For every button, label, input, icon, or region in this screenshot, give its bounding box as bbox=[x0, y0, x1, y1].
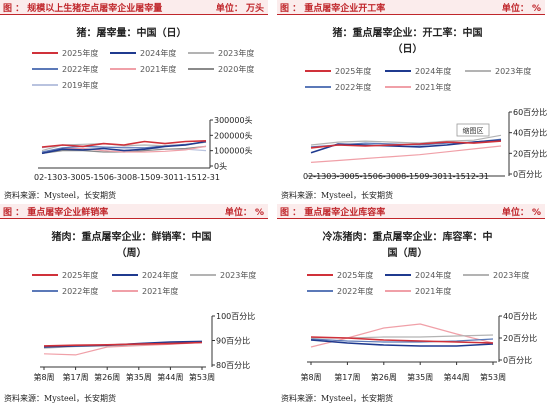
legend-label: 2022年度 bbox=[337, 286, 373, 296]
legend-label: 2025年度 bbox=[335, 66, 371, 76]
legend-label: 2019年度 bbox=[62, 80, 98, 90]
panel-header: 图 ： 重点屠宰企业库容率 单位： % bbox=[277, 204, 545, 219]
panel-operating-rate: 图 ： 重点屠宰企业开工率 单位： % 猪：重点屠宰企业：开工率：中国 （日） 20… bbox=[277, 0, 550, 203]
legend-label: 2020年度 bbox=[218, 64, 254, 74]
x-tick-label: 02-1303-3005-1506-3008-1509-3011-1512-31 bbox=[303, 172, 489, 181]
chart-slaughter-volume: 猪：屠宰量：中国（日） 2025年度 2024年度 2023年度 2022年度 2021年… bbox=[0, 16, 275, 196]
panel-title: 图 ： 重点屠宰企业鲜销率 bbox=[3, 205, 108, 218]
legend-label: 2023年度 bbox=[220, 270, 256, 280]
zoom-tooltip-label: 缩图区 bbox=[463, 126, 484, 135]
legend-label: 2024年度 bbox=[415, 66, 451, 76]
y-tick-label: 200000头 bbox=[214, 130, 253, 140]
legend-label: 2022年度 bbox=[62, 64, 98, 74]
y-tick-label: 40百分比 bbox=[503, 311, 537, 321]
panel-title: 图 ： 重点屠宰企业开工率 bbox=[280, 1, 385, 14]
chart-title: （日） bbox=[393, 42, 423, 55]
panel-unit: 单位： % bbox=[502, 1, 541, 14]
chart-title: 冷冻猪肉：重点屠宰企业：库容率：中 bbox=[323, 230, 493, 243]
source-note: 资料来源：Mysteel，长安期货 bbox=[281, 393, 393, 404]
x-tick-label: 第44周 bbox=[157, 372, 183, 382]
y-tick-label: 100百分比 bbox=[216, 311, 255, 321]
x-tick-label: 第17周 bbox=[334, 372, 360, 382]
legend-label: 2022年度 bbox=[335, 82, 371, 92]
panel-slaughter-volume: 图 ： 规模以上生猪定点屠宰企业屠宰量 单位： 万头 猪：屠宰量：中国（日） 20… bbox=[0, 0, 275, 203]
legend-label: 2024年度 bbox=[142, 270, 178, 280]
legend-label: 2023年度 bbox=[218, 48, 254, 58]
x-tick-label: 第53周 bbox=[189, 372, 215, 382]
x-tick-label: 第53周 bbox=[480, 372, 506, 382]
legend-label: 2024年度 bbox=[415, 270, 451, 280]
panel-storage-rate: 图 ： 重点屠宰企业库容率 单位： % 冷冻猪肉：重点屠宰企业：库容率：中 国（周… bbox=[277, 204, 550, 407]
legend-label: 2021年度 bbox=[142, 286, 178, 296]
chart-title: 猪：重点屠宰企业：开工率：中国 bbox=[332, 26, 483, 39]
y-tick-label: 300000头 bbox=[214, 115, 253, 125]
x-tick-label: 第26周 bbox=[371, 372, 397, 382]
y-tick-label: 20百分比 bbox=[503, 333, 537, 343]
panel-unit: 单位： % bbox=[225, 205, 264, 218]
chart-operating-rate: 猪：重点屠宰企业：开工率：中国 （日） 2025年度 2024年度 2023年度 2022… bbox=[277, 16, 550, 196]
chart-title: 猪：屠宰量：中国（日） bbox=[76, 26, 187, 39]
panel-unit: 单位： % bbox=[502, 205, 541, 218]
y-tick-label: 100000头 bbox=[214, 146, 253, 156]
chart-title: 猪肉：重点屠宰企业：鲜销率：中国 bbox=[51, 230, 212, 243]
source-note: 资料来源：Mysteel，长安期货 bbox=[4, 190, 116, 201]
source-note: 资料来源：Mysteel，长安期货 bbox=[281, 190, 393, 201]
x-tick-label: 第35周 bbox=[126, 372, 152, 382]
legend-label: 2021年度 bbox=[415, 82, 451, 92]
x-tick-label: 第35周 bbox=[407, 372, 433, 382]
chart-title: 国（周） bbox=[388, 246, 428, 259]
chart-fresh-sales-rate: 猪肉：重点屠宰企业：鲜销率：中国 （周） 2025年度 2024年度 2023年度 202… bbox=[0, 220, 275, 396]
y-tick-label: 80百分比 bbox=[216, 360, 250, 370]
y-tick-label: 0头 bbox=[214, 161, 227, 171]
panel-title: 图 ： 规模以上生猪定点屠宰企业屠宰量 bbox=[3, 1, 162, 14]
legend-label: 2023年度 bbox=[493, 270, 529, 280]
chart-title: （周） bbox=[117, 246, 147, 259]
y-tick-label: 0百分比 bbox=[513, 169, 542, 179]
y-tick-label: 60百分比 bbox=[513, 107, 547, 117]
x-tick-label: 第17周 bbox=[63, 372, 89, 382]
y-tick-label: 0百分比 bbox=[503, 355, 532, 365]
y-tick-label: 20百分比 bbox=[513, 148, 547, 158]
series-line-5 bbox=[311, 146, 501, 162]
legend-label: 2024年度 bbox=[140, 48, 176, 58]
legend-label: 2025年度 bbox=[337, 270, 373, 280]
y-tick-label: 40百分比 bbox=[513, 128, 547, 138]
chart-storage-rate: 冷冻猪肉：重点屠宰企业：库容率：中国（周） 2025年度 2024年度 2023年度 2… bbox=[277, 220, 550, 396]
legend-label: 2023年度 bbox=[495, 66, 531, 76]
legend-label: 2022年度 bbox=[62, 286, 98, 296]
panel-header: 图 ： 重点屠宰企业开工率 单位： % bbox=[277, 0, 545, 15]
panel-header: 图 ： 重点屠宰企业鲜销率 单位： % bbox=[0, 204, 268, 219]
x-tick-label: 第26周 bbox=[94, 372, 120, 382]
x-tick-label: 第44周 bbox=[444, 372, 470, 382]
y-tick-label: 90百分比 bbox=[216, 336, 250, 346]
legend-label: 2025年度 bbox=[62, 270, 98, 280]
panel-fresh-sales-rate: 图 ： 重点屠宰企业鲜销率 单位： % 猪肉：重点屠宰企业：鲜销率：中国 （周） 2… bbox=[0, 204, 275, 407]
panel-header: 图 ： 规模以上生猪定点屠宰企业屠宰量 单位： 万头 bbox=[0, 0, 268, 15]
legend-label: 2021年度 bbox=[415, 286, 451, 296]
legend-label: 2021年度 bbox=[140, 64, 176, 74]
x-tick-label: 02-1303-3005-1506-3008-1509-3011-1512-31 bbox=[34, 173, 220, 182]
panel-unit: 单位： 万头 bbox=[216, 1, 264, 14]
panel-title: 图 ： 重点屠宰企业库容率 bbox=[280, 205, 385, 218]
source-note: 资料来源：Mysteel，长安期货 bbox=[4, 393, 116, 404]
legend-label: 2025年度 bbox=[62, 48, 98, 58]
x-tick-label: 第8周 bbox=[33, 372, 54, 382]
x-tick-label: 第8周 bbox=[300, 372, 321, 382]
